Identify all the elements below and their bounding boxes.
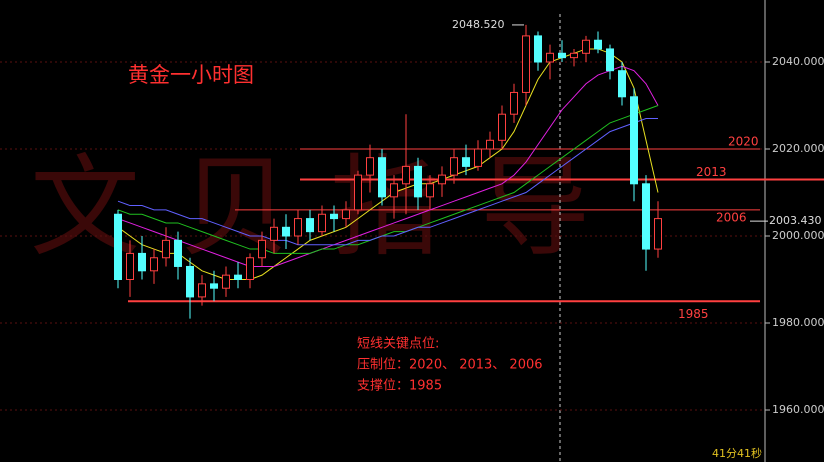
candle-body: [474, 148, 482, 167]
candle-body: [246, 257, 254, 281]
candle-body: [114, 213, 122, 281]
candle-body: [570, 52, 578, 59]
candle-body: [462, 157, 470, 167]
last-price-label: 2003.430: [769, 214, 822, 227]
watermark: 文贝指导: [30, 143, 630, 271]
candle-body: [594, 39, 602, 50]
y-tick-label: 2000.000: [772, 229, 824, 242]
candle-body: [354, 174, 362, 211]
candle-body: [546, 52, 554, 63]
candle-body: [522, 35, 530, 93]
candle-body: [618, 70, 626, 98]
candle-body: [630, 96, 638, 185]
candle-body: [534, 35, 542, 63]
level-label: 1985: [678, 307, 709, 321]
candle-body: [414, 165, 422, 198]
candle-body: [294, 218, 302, 237]
candle-body: [210, 283, 218, 289]
ma-line: [117, 118, 658, 246]
candle-body: [558, 52, 566, 59]
candle-body: [510, 91, 518, 115]
candle-body: [642, 183, 650, 250]
candle-body: [282, 226, 290, 237]
note: 压制位：2020、 2013、 2006: [357, 358, 543, 373]
candle-body: [222, 274, 230, 289]
level-label: 2020: [728, 134, 759, 148]
y-tick-label: 2020.000: [772, 142, 824, 155]
candle-body: [378, 157, 386, 198]
candle-body: [198, 283, 206, 298]
candle-body: [150, 257, 158, 272]
candle-body: [258, 239, 266, 259]
candle-body: [342, 209, 350, 220]
timer: 41分41秒: [712, 446, 762, 460]
ma-line: [117, 65, 659, 267]
note: 短线关键点位:: [357, 337, 439, 352]
candle-body: [270, 226, 278, 241]
level-label: 2006: [716, 210, 747, 224]
candle-body: [498, 113, 506, 141]
y-tick-label: 1980.000: [772, 316, 824, 329]
y-tick-label: 1960.000: [772, 403, 824, 416]
candle-body: [582, 39, 590, 54]
candle-body: [486, 139, 494, 150]
candle-body: [366, 157, 374, 176]
candle-body: [402, 165, 410, 185]
level-label: 2013: [696, 165, 727, 179]
high-label: 2048.520: [452, 18, 505, 31]
candle-body: [426, 183, 434, 198]
candle-body: [126, 252, 134, 281]
chart-title: 黄金一小时图: [128, 63, 254, 87]
note: 支撑位：1985: [357, 379, 442, 394]
candle-body: [654, 218, 662, 250]
candle-body: [450, 157, 458, 176]
candle-body: [318, 213, 326, 233]
candle-body: [438, 174, 446, 185]
ma-line: [117, 48, 659, 281]
candle-body: [606, 48, 614, 72]
candle-body: [162, 239, 170, 259]
y-tick-label: 2040.000: [772, 55, 824, 68]
candle-body: [390, 183, 398, 198]
candle-body: [186, 265, 194, 298]
candle-body: [234, 274, 242, 281]
ma-line: [117, 105, 659, 254]
candle-body: [174, 239, 182, 267]
candle-body: [330, 213, 338, 220]
candle-body: [138, 252, 146, 272]
candle-body: [306, 218, 314, 233]
